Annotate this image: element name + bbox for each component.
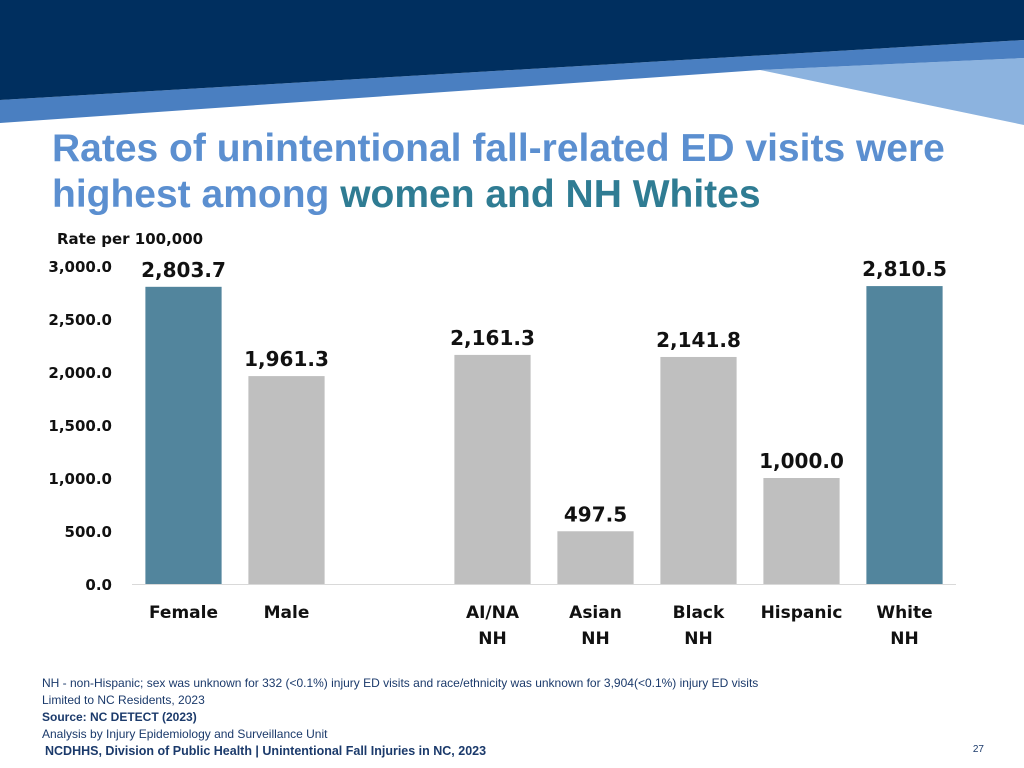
bar-series	[145, 286, 943, 584]
slide-footer: NCDHHS, Division of Public Health | Unin…	[45, 744, 487, 758]
bar-value-label: 1,000.0	[759, 449, 844, 473]
x-tick-label: NH	[478, 629, 506, 649]
y-tick-label: 1,500.0	[48, 417, 112, 435]
bar	[763, 478, 840, 584]
y-axis-label: Rate per 100,000	[57, 230, 203, 248]
header-banner	[0, 0, 1024, 125]
bar-value-label: 1,961.3	[244, 347, 329, 371]
x-tick-label: Asian	[569, 603, 622, 623]
y-tick-label: 2,000.0	[48, 364, 112, 382]
slide-title: Rates of unintentional fall-related ED v…	[52, 126, 1012, 218]
x-tick-label: Hispanic	[761, 603, 843, 623]
bar-value-label: 2,803.7	[141, 258, 226, 282]
footnote-source: Source: NC DETECT (2023)	[42, 710, 197, 724]
bar	[145, 286, 222, 584]
bar-chart: Rate per 100,000 0.0 500.0 1,000.0 1,500.0 2…	[48, 230, 956, 649]
bar-value-label: 2,141.8	[656, 328, 741, 352]
slide-title-highlight: women and NH Whites	[340, 173, 761, 216]
y-tick-label: 0.0	[85, 576, 112, 594]
page-number: 27	[972, 744, 984, 755]
y-axis-ticks: 0.0 500.0 1,000.0 1,500.0 2,000.0 2,500.0 3,00…	[48, 258, 112, 594]
footnotes: NH - non-Hispanic; sex was unknown for 3…	[42, 675, 982, 743]
slide-title-main: Rates of unintentional fall-related ED v…	[52, 127, 945, 216]
data-labels: 2,803.7 1,961.3 2,161.3 497.5 2,141.8 1,000.0…	[141, 257, 947, 526]
banner-dark-band	[0, 0, 1024, 100]
x-tick-label: Male	[264, 603, 310, 623]
banner-mid-band	[0, 40, 1024, 123]
x-tick-label: White	[876, 603, 932, 623]
footnote-analysis: Analysis by Injury Epidemiology and Surv…	[42, 727, 328, 741]
x-tick-label: NH	[890, 629, 918, 649]
bar-value-label: 497.5	[564, 502, 627, 526]
banner-light-band	[760, 58, 1024, 125]
x-tick-label: NH	[684, 629, 712, 649]
bar	[660, 356, 737, 584]
bar	[454, 354, 531, 584]
x-tick-label: AI/NA	[466, 603, 520, 623]
x-tick-label: Black	[673, 603, 725, 623]
bar-value-label: 2,810.5	[862, 257, 947, 281]
y-tick-label: 3,000.0	[48, 258, 112, 276]
x-tick-label: NH	[581, 629, 609, 649]
x-axis-ticks: Female Male AI/NA NH Asian NH Black NH Hispanic W…	[149, 603, 933, 649]
x-tick-label: Female	[149, 603, 218, 623]
y-tick-label: 500.0	[65, 523, 112, 541]
footnote-abbreviations: NH - non-Hispanic; sex was unknown for 3…	[42, 676, 759, 690]
y-tick-label: 2,500.0	[48, 311, 112, 329]
y-tick-label: 1,000.0	[48, 470, 112, 488]
bar-value-label: 2,161.3	[450, 326, 535, 350]
bar	[866, 286, 943, 584]
bar	[557, 531, 634, 584]
bar	[248, 376, 325, 584]
footnote-scope: Limited to NC Residents, 2023	[42, 693, 205, 707]
